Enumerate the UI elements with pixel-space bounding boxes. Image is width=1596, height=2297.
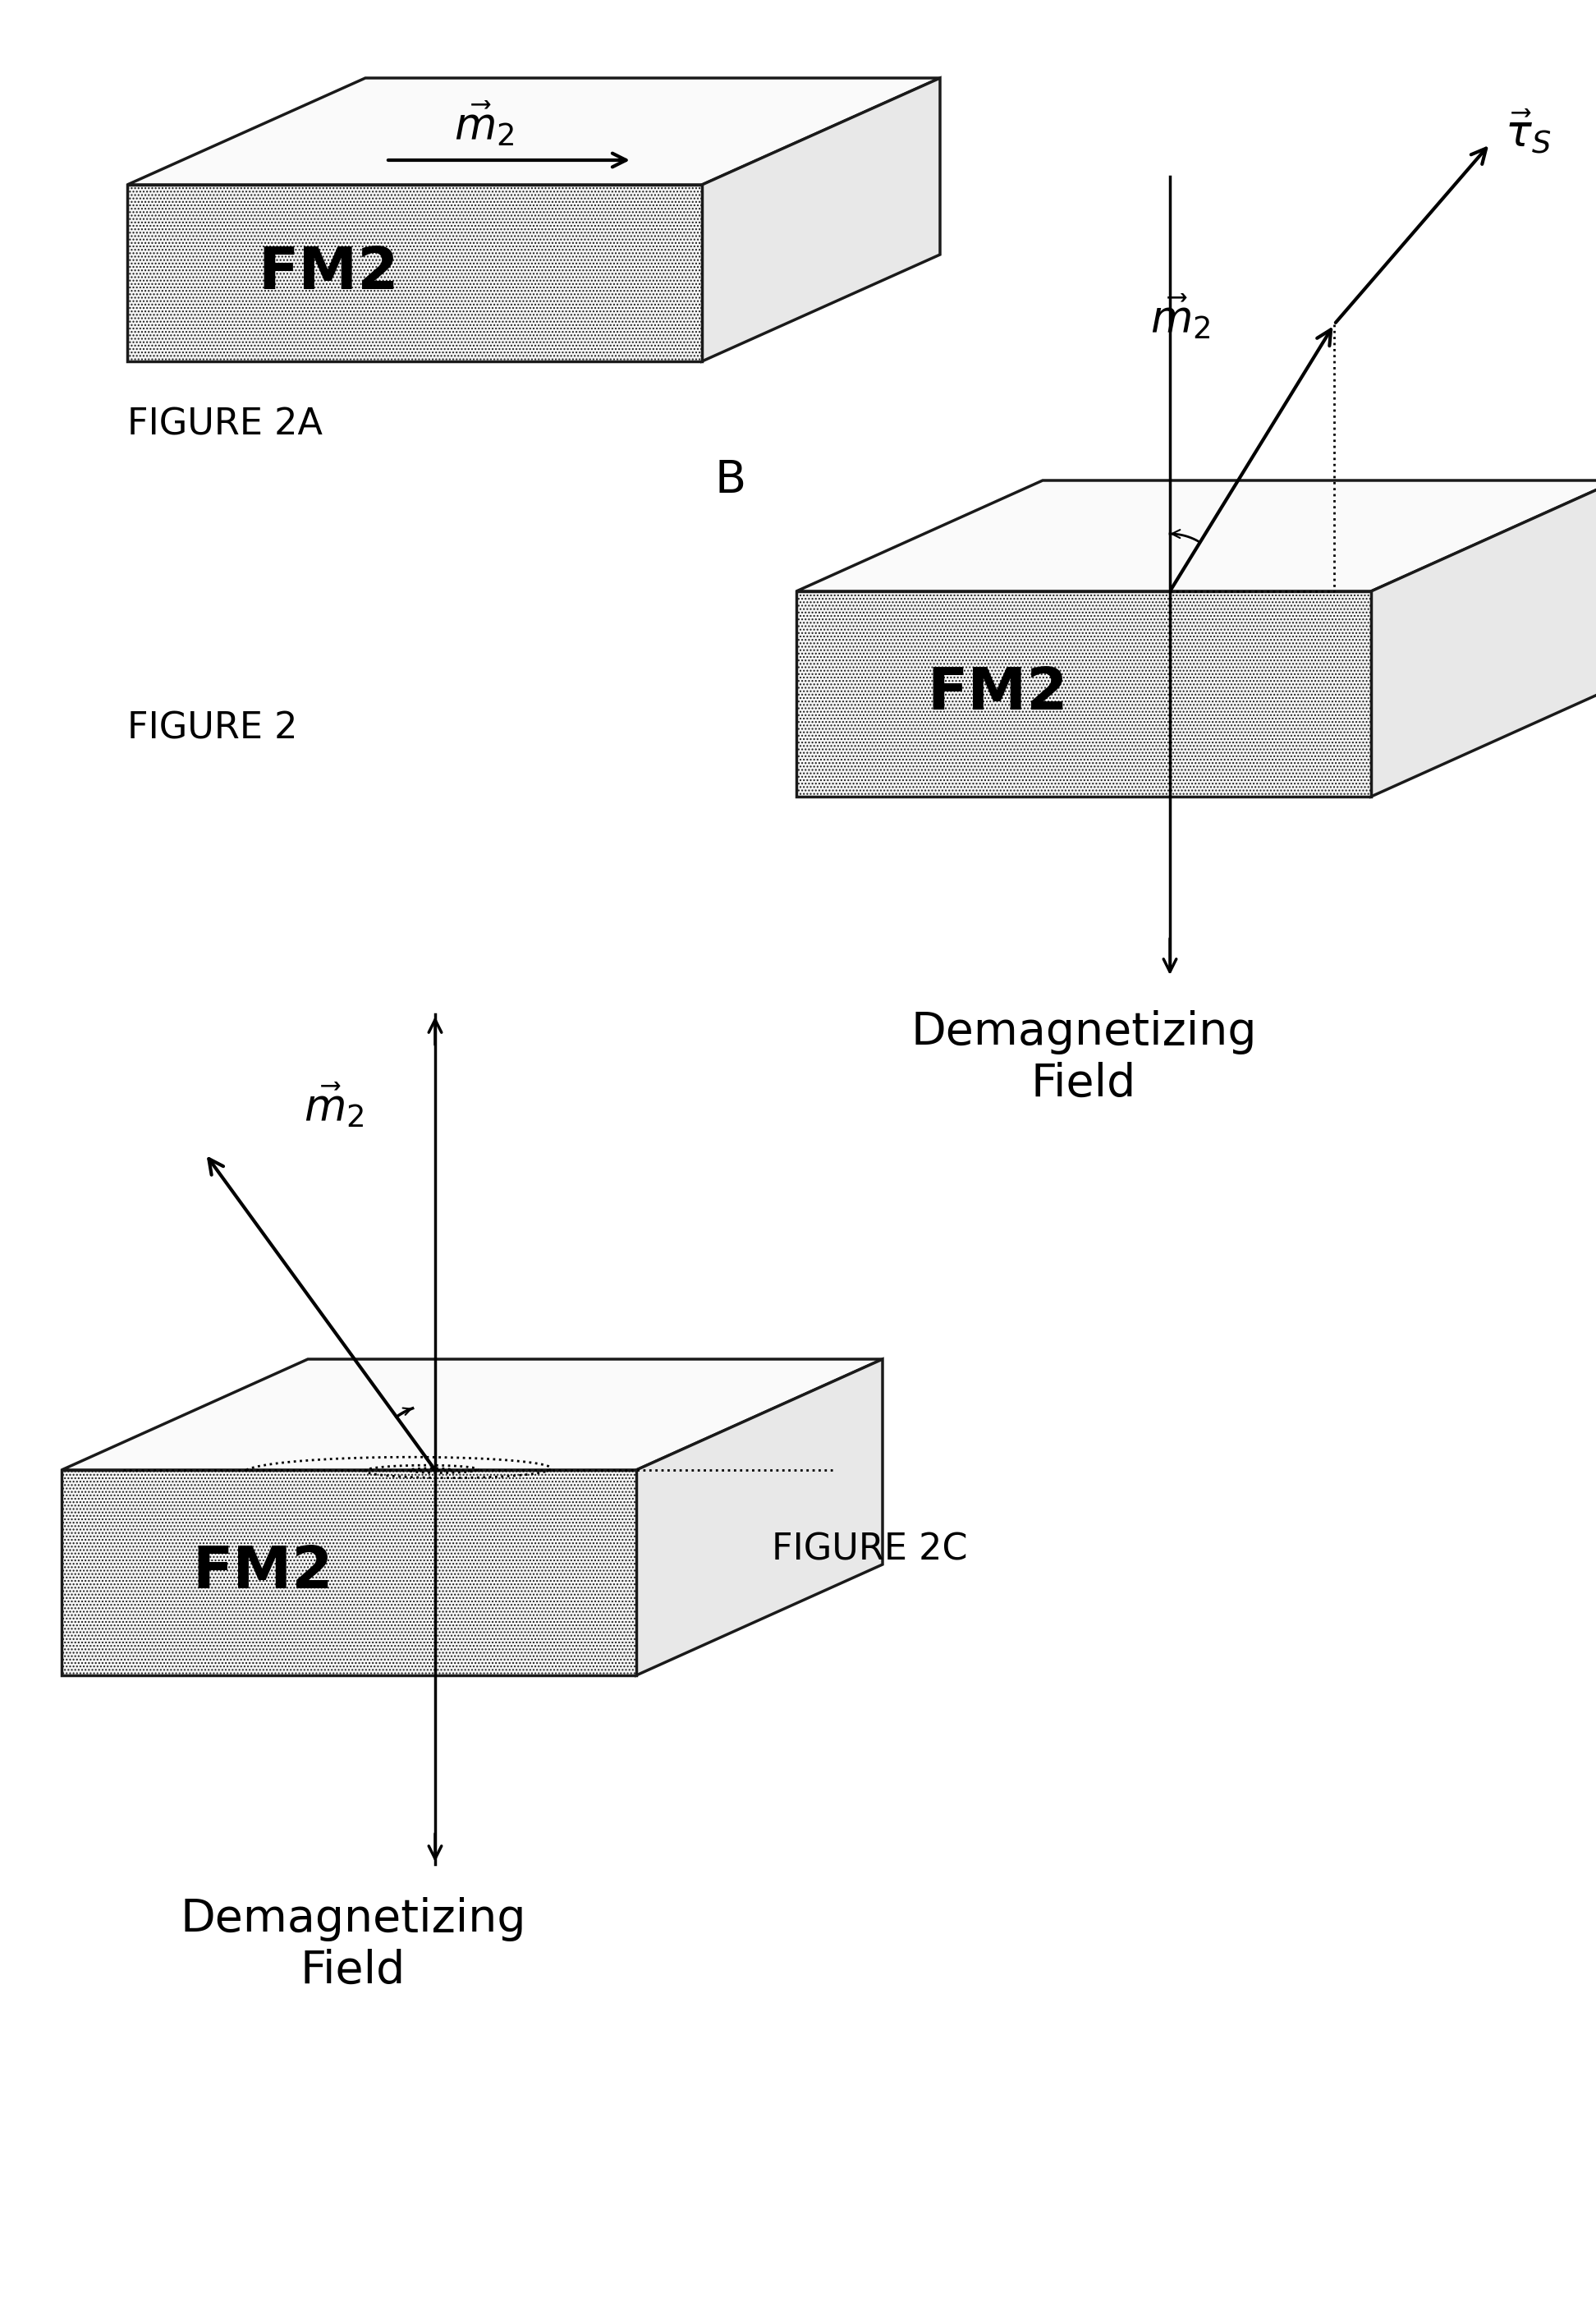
Text: FIGURE 2C: FIGURE 2C [772, 1532, 967, 1569]
Text: FM2: FM2 [259, 246, 399, 301]
Text: FIGURE 2A: FIGURE 2A [128, 407, 322, 443]
Text: Demagnetizing
Field: Demagnetizing Field [180, 1897, 527, 1994]
Text: FM2: FM2 [192, 1544, 334, 1601]
Polygon shape [637, 1360, 883, 1675]
Text: $\vec{\tau}_S$: $\vec{\tau}_S$ [1505, 108, 1551, 156]
Text: $\vec{m}_2$: $\vec{m}_2$ [303, 1080, 364, 1130]
Text: B: B [715, 457, 745, 503]
Text: $\vec{m}_2$: $\vec{m}_2$ [1151, 292, 1211, 340]
Polygon shape [62, 1470, 637, 1675]
Polygon shape [128, 184, 702, 361]
Polygon shape [796, 590, 1371, 797]
Polygon shape [796, 480, 1596, 590]
Text: FIGURE 2: FIGURE 2 [128, 712, 297, 747]
Polygon shape [1371, 480, 1596, 797]
Text: $\vec{m}_2$: $\vec{m}_2$ [455, 99, 514, 147]
Polygon shape [702, 78, 940, 361]
Polygon shape [128, 78, 940, 184]
Text: FM2: FM2 [927, 666, 1068, 721]
Text: Demagnetizing
Field: Demagnetizing Field [911, 1011, 1256, 1105]
Polygon shape [62, 1360, 883, 1470]
